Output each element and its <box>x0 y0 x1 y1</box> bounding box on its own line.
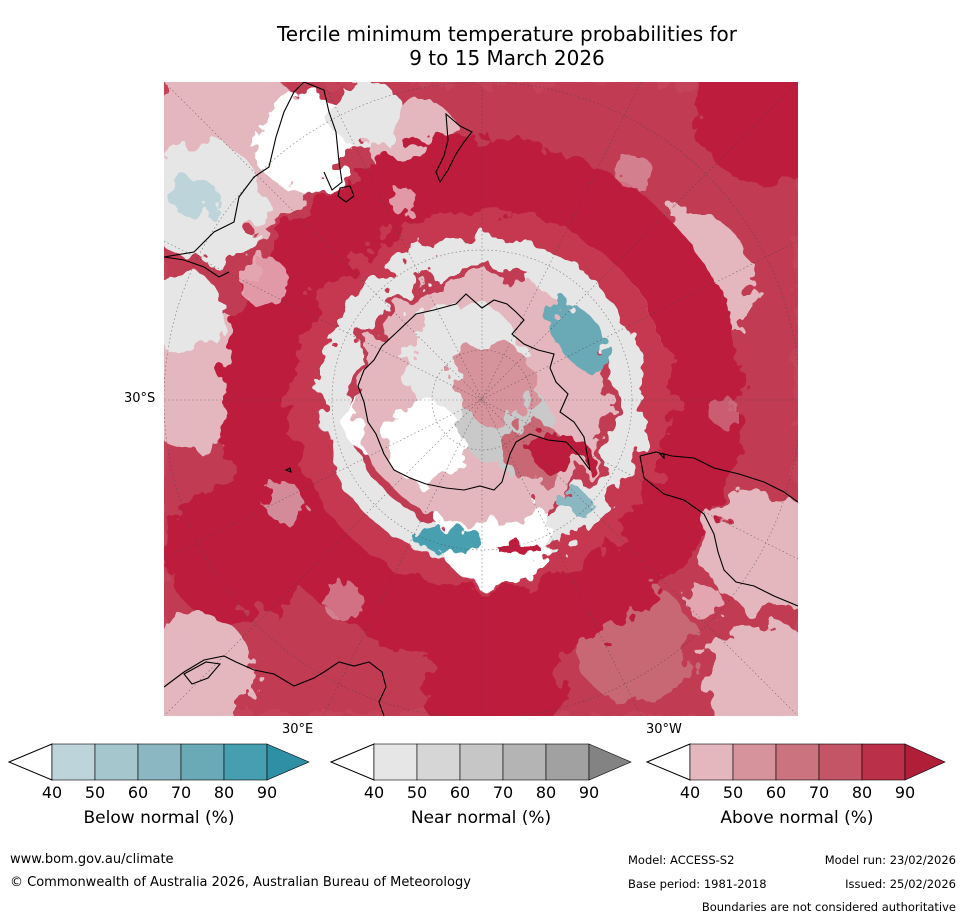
colorbar-below-swatch <box>223 743 268 781</box>
colorbar-near-title: Near normal (%) <box>410 808 552 828</box>
colorbar-near-max-triangle <box>588 743 632 781</box>
colorbar-above-swatch <box>775 743 820 781</box>
footer-model: Model: ACCESS-S2 <box>628 853 735 867</box>
tick-label: 70 <box>492 783 514 802</box>
colorbar-near-swatch <box>459 743 504 781</box>
australia-east <box>303 82 343 191</box>
madagascar-coast <box>183 661 222 685</box>
colorbar-below-swatch <box>51 743 96 781</box>
colorbar-above-swatch <box>732 743 777 781</box>
footer-model-run: Model run: 23/02/2026 <box>824 853 956 867</box>
title-line-2: 9 to 15 March 2026 <box>409 46 605 70</box>
colorbar-below-normal <box>7 743 310 781</box>
colorbar-above-swatch <box>861 743 906 781</box>
footer-disclaimer: Boundaries are not considered authoritat… <box>701 900 956 914</box>
colorbar-below-min-triangle <box>7 743 53 781</box>
tick-label: 60 <box>127 783 149 802</box>
colorbar-below-max-triangle <box>266 743 310 781</box>
coastlines <box>164 82 798 716</box>
colorbar-near-swatch <box>416 743 461 781</box>
tasmania-coast <box>337 185 355 203</box>
footer-url[interactable]: www.bom.gov.au/climate <box>10 852 174 867</box>
tick-label: 80 <box>851 783 873 802</box>
colorbar-above-swatch <box>818 743 863 781</box>
tick-label: 70 <box>808 783 830 802</box>
lon-label-30e: 30°E <box>282 722 314 737</box>
colorbar-above-normal <box>645 743 947 781</box>
new-zealand-coast <box>435 112 473 184</box>
tick-label: 80 <box>535 783 557 802</box>
map-svg <box>164 82 798 716</box>
colorbar-near-min-triangle <box>329 743 375 781</box>
colorbar-above-min-triangle <box>645 743 691 781</box>
colorbar-above-swatch <box>689 743 734 781</box>
tick-label: 50 <box>84 783 106 802</box>
colorbar-below-swatch <box>180 743 225 781</box>
tick-label: 60 <box>449 783 471 802</box>
speckle-texture <box>239 154 739 622</box>
colorbar-above-title: Above normal (%) <box>720 808 874 828</box>
tick-label: 90 <box>256 783 278 802</box>
tick-label: 40 <box>679 783 701 802</box>
south-america-coast <box>639 451 798 607</box>
tick-label: 40 <box>363 783 385 802</box>
antarctica-coast <box>357 293 591 491</box>
footer-copyright: © Commonwealth of Australia 2026, Austra… <box>10 875 471 890</box>
footer-issued: Issued: 25/02/2026 <box>845 877 956 891</box>
tick-label: 60 <box>765 783 787 802</box>
colorbar-above-max-triangle <box>904 743 946 781</box>
colorbar-below-swatch <box>137 743 182 781</box>
colorbar-near-normal <box>329 743 632 781</box>
colorbar-near-swatch <box>545 743 590 781</box>
polar-map <box>164 82 798 716</box>
lat-label-30s: 30°S <box>124 391 156 406</box>
tick-label: 50 <box>722 783 744 802</box>
lon-label-30w: 30°W <box>646 722 682 737</box>
tick-label: 70 <box>170 783 192 802</box>
island-marks <box>284 453 665 473</box>
australia-coast <box>164 82 305 278</box>
colorbar-near-swatch <box>373 743 418 781</box>
colorbar-below-title: Below normal (%) <box>83 808 235 828</box>
graticule <box>164 82 798 716</box>
colorbar-below-svg <box>7 743 310 781</box>
footer-base-period: Base period: 1981-2018 <box>628 877 767 891</box>
colorbar-below-swatch <box>94 743 139 781</box>
colorbar-near-svg <box>329 743 632 781</box>
colorbar-above-svg <box>645 743 946 781</box>
map-title: Tercile minimum temperature probabilitie… <box>160 22 854 70</box>
tick-label: 90 <box>578 783 600 802</box>
tick-label: 80 <box>213 783 235 802</box>
africa-coast <box>164 655 387 716</box>
tick-label: 50 <box>406 783 428 802</box>
tick-label: 90 <box>894 783 916 802</box>
colorbar-near-swatch <box>502 743 547 781</box>
title-line-1: Tercile minimum temperature probabilitie… <box>276 22 738 46</box>
tick-label: 40 <box>41 783 63 802</box>
